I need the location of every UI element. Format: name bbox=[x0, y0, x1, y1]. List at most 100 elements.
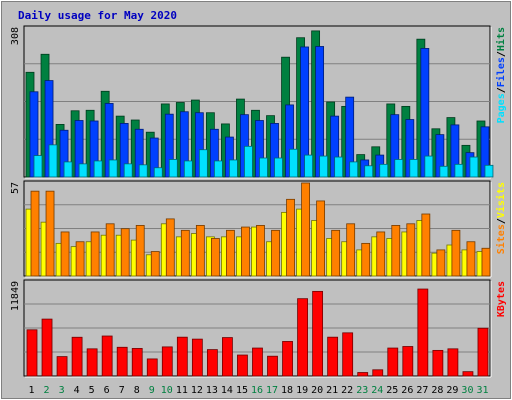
sites-bar-1 bbox=[30, 190, 40, 277]
sites-bar-4 bbox=[75, 241, 85, 277]
kbytes-bar-7 bbox=[116, 346, 128, 377]
kbytes-bar-23 bbox=[357, 372, 369, 377]
pages-bar-22 bbox=[349, 161, 359, 178]
sites-bar-8 bbox=[135, 225, 145, 277]
x-tick-label-1: 1 bbox=[29, 385, 35, 396]
pages-bar-16 bbox=[259, 157, 268, 178]
kbytes-bar-4 bbox=[71, 336, 83, 377]
pages-bar-26 bbox=[409, 159, 419, 178]
sites-bar-22 bbox=[346, 223, 356, 277]
sites-bar-29 bbox=[451, 229, 461, 277]
kbytes-bar-26 bbox=[402, 346, 414, 377]
kbytes-bar-24 bbox=[372, 369, 384, 377]
kbytes-bar-27 bbox=[417, 288, 429, 377]
x-tick-label-18: 18 bbox=[281, 385, 293, 396]
pages-bar-23 bbox=[364, 165, 374, 178]
kbytes-bar-30 bbox=[462, 371, 474, 377]
x-tick-label-22: 22 bbox=[341, 385, 353, 396]
x-tick-label-12: 12 bbox=[191, 385, 203, 396]
kbytes-bar-21 bbox=[327, 336, 339, 377]
kbytes-bar-17 bbox=[267, 355, 278, 377]
pages-bar-19 bbox=[304, 154, 313, 178]
kbytes-bar-13 bbox=[206, 349, 218, 377]
kbytes-bar-10 bbox=[161, 346, 173, 377]
sites-bar-17 bbox=[271, 229, 280, 277]
hits-side-label: Pages/Files/Hits bbox=[495, 27, 507, 123]
hits-side-label-part: Hits bbox=[495, 27, 507, 51]
sites-bar-23 bbox=[361, 242, 371, 277]
hits-side-label-part: Pages bbox=[496, 93, 507, 123]
kbytes-bar-12 bbox=[191, 338, 203, 377]
pages-bar-28 bbox=[439, 165, 449, 178]
x-tick-label-14: 14 bbox=[221, 385, 233, 396]
kbytes-bar-18 bbox=[282, 341, 293, 377]
pages-bar-30 bbox=[469, 156, 479, 178]
sites-bar-7 bbox=[120, 228, 130, 277]
pages-bar-9 bbox=[153, 167, 163, 178]
sites-bar-19 bbox=[301, 182, 310, 277]
pages-bar-8 bbox=[138, 164, 148, 178]
x-tick-label-8: 8 bbox=[134, 385, 140, 396]
x-tick-label-2: 2 bbox=[44, 385, 50, 396]
x-tick-label-29: 29 bbox=[446, 385, 458, 396]
pages-bar-25 bbox=[394, 159, 404, 178]
pages-bar-14 bbox=[229, 159, 238, 178]
visits-side-label-part: Visits bbox=[495, 182, 507, 218]
kbytes-panel: 11849 KBytes bbox=[10, 279, 507, 378]
sites-bar-5 bbox=[90, 231, 100, 277]
kbytes-side-label-part: KBytes bbox=[496, 281, 507, 317]
chart-title: Daily usage for May 2020 bbox=[18, 9, 177, 22]
pages-bar-10 bbox=[168, 159, 178, 178]
x-tick-label-20: 20 bbox=[311, 385, 323, 396]
sites-bar-24 bbox=[376, 231, 386, 277]
x-tick-label-25: 25 bbox=[386, 385, 398, 396]
x-tick-label-19: 19 bbox=[296, 385, 308, 396]
sites-bar-3 bbox=[60, 231, 70, 277]
sites-bar-21 bbox=[331, 229, 341, 277]
kbytes-side-label: KBytes bbox=[496, 281, 507, 317]
kbytes-bar-28 bbox=[432, 349, 444, 377]
kbytes-bar-19 bbox=[297, 298, 308, 377]
sites-bar-10 bbox=[165, 218, 175, 277]
x-tick-label-23: 23 bbox=[356, 385, 368, 396]
visits-panel: 57 Sites/Visits bbox=[10, 180, 507, 278]
sites-bar-12 bbox=[195, 225, 205, 277]
sites-bar-13 bbox=[210, 238, 220, 277]
sites-bar-15 bbox=[241, 226, 250, 277]
x-tick-label-9: 9 bbox=[149, 385, 155, 396]
kbytes-bar-29 bbox=[447, 348, 459, 377]
x-tick-label-16: 16 bbox=[251, 385, 263, 396]
x-axis-labels: 1 2 3 4 5 6 7 8 9 10 11 12 13 14 15 16 17 18 19 20 21 22 23 24 2… bbox=[29, 385, 489, 396]
sites-bar-27 bbox=[421, 213, 431, 277]
pages-bar-12 bbox=[198, 149, 208, 178]
visits-ymax-label: 57 bbox=[10, 182, 21, 194]
kbytes-bar-15 bbox=[237, 354, 248, 377]
pages-bar-24 bbox=[379, 163, 389, 178]
kbytes-bar-11 bbox=[176, 336, 188, 377]
pages-bar-4 bbox=[78, 163, 88, 178]
sites-bar-2 bbox=[45, 190, 55, 277]
hits-side-label-part: / bbox=[496, 51, 507, 57]
pages-bar-20 bbox=[319, 155, 329, 178]
visits-side-label-part: / bbox=[496, 218, 507, 224]
sites-bar-18 bbox=[286, 198, 295, 277]
hits-side-label-part: Files bbox=[495, 57, 507, 87]
sites-bar-30 bbox=[466, 241, 476, 277]
sites-bar-31 bbox=[481, 247, 491, 277]
pages-bar-5 bbox=[93, 160, 103, 178]
x-tick-label-21: 21 bbox=[326, 385, 338, 396]
kbytes-ymax-label: 11849 bbox=[10, 281, 21, 311]
kbytes-bar-2 bbox=[41, 318, 53, 377]
x-tick-label-13: 13 bbox=[206, 385, 218, 396]
kbytes-bar-20 bbox=[312, 290, 324, 377]
kbytes-bar-1 bbox=[26, 329, 38, 377]
sites-bar-26 bbox=[406, 223, 416, 277]
pages-bar-29 bbox=[454, 163, 464, 178]
x-tick-label-27: 27 bbox=[416, 385, 428, 396]
pages-bar-2 bbox=[48, 144, 58, 178]
sites-bar-28 bbox=[436, 249, 446, 277]
x-tick-label-11: 11 bbox=[176, 385, 188, 396]
